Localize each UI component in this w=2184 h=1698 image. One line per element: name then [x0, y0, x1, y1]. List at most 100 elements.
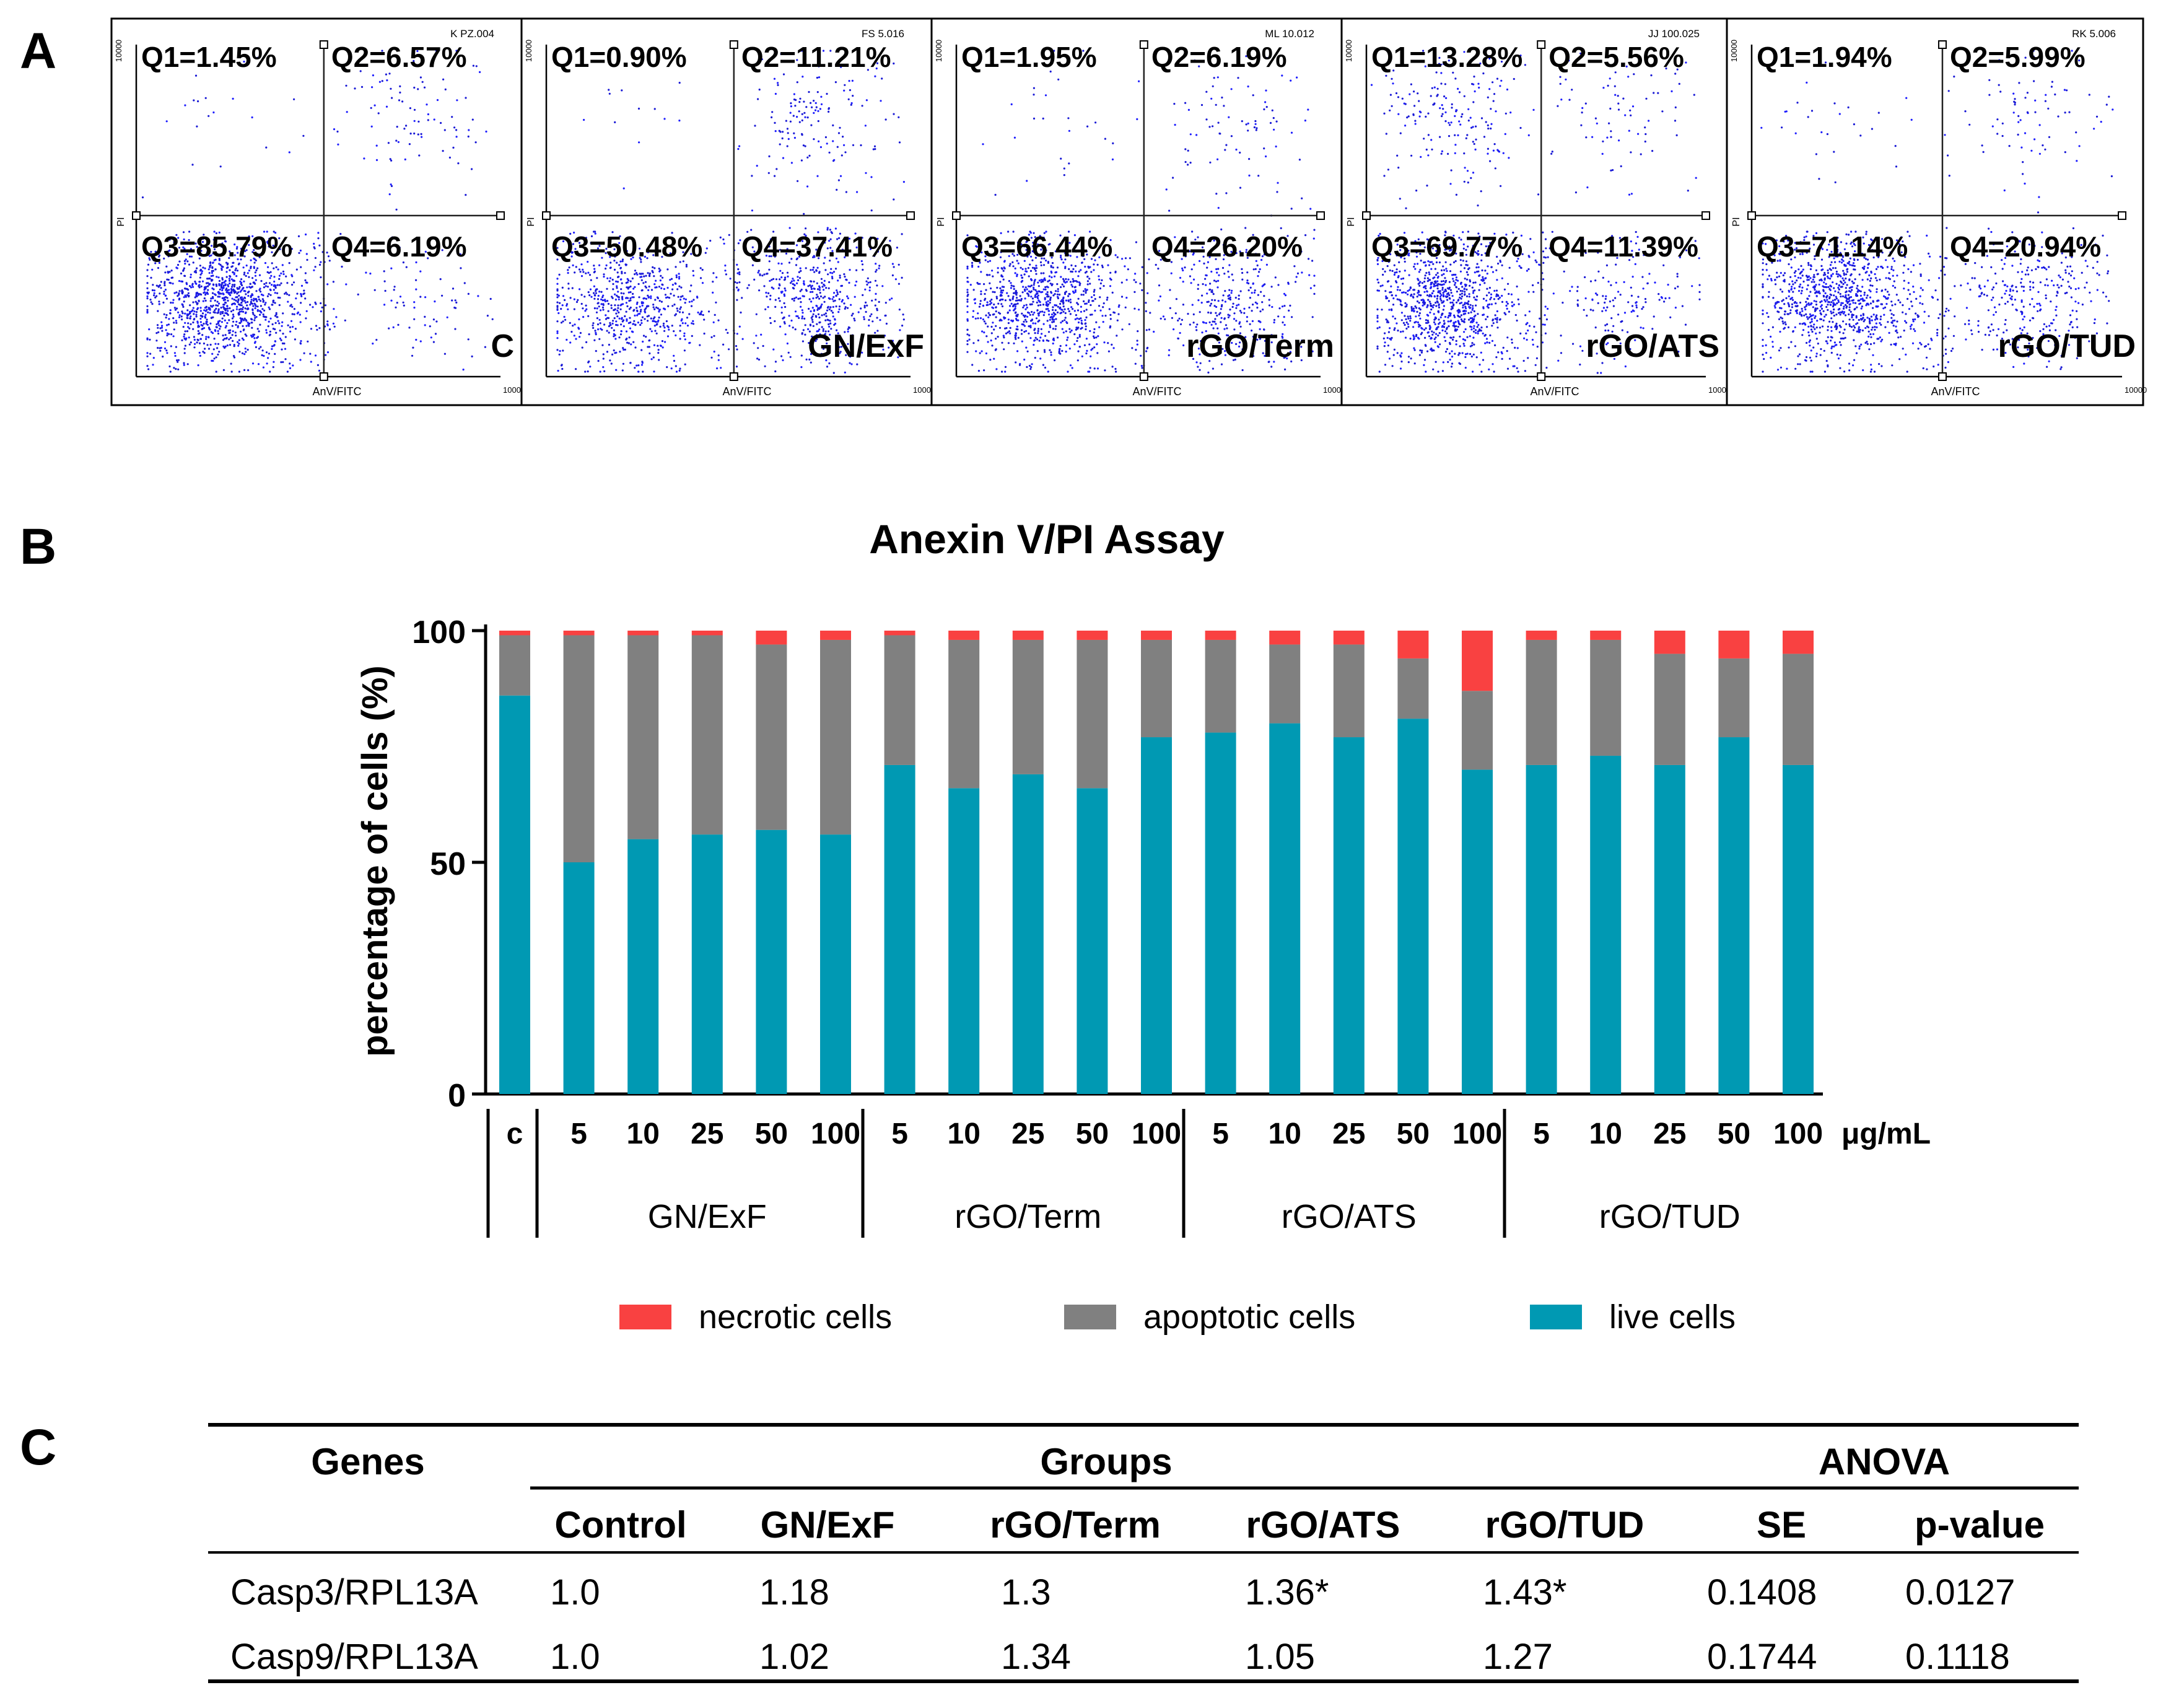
event-dot [413, 301, 416, 304]
event-dot [197, 326, 199, 328]
event-dot [846, 307, 849, 309]
event-dot [1479, 284, 1482, 286]
event-dot [399, 91, 401, 94]
event-dot [1118, 304, 1120, 307]
event-dot [1003, 266, 1005, 269]
event-dot [1165, 188, 1168, 191]
event-dot [218, 263, 221, 265]
event-dot [816, 323, 818, 325]
event-dot [613, 309, 615, 312]
event-dot [984, 255, 987, 258]
event-dot [889, 240, 891, 242]
event-dot [221, 321, 223, 323]
event-dot [1028, 312, 1031, 314]
event-dot [273, 299, 275, 302]
event-dot [224, 334, 227, 336]
event-dot [156, 324, 159, 326]
event-dot [1298, 159, 1301, 161]
event-dot [629, 327, 632, 330]
event-dot [1082, 246, 1085, 248]
event-dot [1082, 50, 1085, 52]
event-dot [1090, 271, 1093, 273]
event-dot [1057, 336, 1059, 339]
event-dot [240, 310, 243, 313]
event-dot [780, 312, 783, 314]
event-dot [185, 258, 187, 261]
event-dot [753, 250, 756, 253]
event-dot [829, 322, 832, 325]
event-dot [562, 320, 564, 323]
event-dot [224, 326, 227, 329]
event-dot [1396, 352, 1399, 354]
event-dot [1384, 341, 1386, 344]
event-dot [619, 304, 622, 307]
event-dot [683, 335, 686, 338]
event-dot [1223, 328, 1226, 330]
event-dot [219, 165, 222, 168]
event-dot [1449, 250, 1451, 252]
event-dot [1517, 370, 1519, 373]
event-dot [1111, 343, 1113, 346]
event-dot [255, 269, 258, 271]
event-dot [817, 110, 819, 112]
event-dot [878, 265, 881, 267]
event-dot [856, 191, 858, 193]
event-dot [240, 320, 243, 323]
event-dot [841, 248, 844, 251]
event-dot [1036, 238, 1039, 240]
event-dot [802, 295, 804, 297]
event-dot [688, 342, 691, 344]
event-dot [968, 334, 971, 336]
event-dot [1384, 332, 1386, 335]
event-dot [390, 267, 393, 269]
event-dot [1033, 339, 1036, 342]
event-dot [701, 282, 704, 284]
event-dot [692, 323, 695, 325]
event-dot [1020, 329, 1023, 331]
event-dot [1000, 251, 1002, 253]
event-dot [227, 299, 229, 302]
event-dot [655, 321, 657, 323]
event-dot [854, 295, 856, 298]
event-dot [238, 287, 240, 290]
event-dot [183, 267, 185, 269]
event-dot [1496, 279, 1498, 281]
event-dot [204, 317, 207, 319]
event-dot [1477, 253, 1480, 255]
event-dot [1067, 336, 1069, 339]
event-dot [1112, 142, 1114, 144]
event-dot [240, 278, 243, 281]
event-dot [844, 151, 847, 154]
event-dot [157, 285, 160, 287]
event-dot [1430, 304, 1432, 307]
event-dot [1003, 260, 1006, 262]
event-dot [595, 331, 597, 334]
event-dot [201, 334, 204, 336]
event-dot [250, 299, 253, 301]
event-dot [1544, 305, 1547, 308]
event-dot [1283, 316, 1285, 318]
event-dot [344, 319, 346, 322]
event-dot [1047, 280, 1049, 282]
event-dot [477, 295, 479, 297]
event-dot [1209, 161, 1212, 164]
event-dot [1023, 315, 1026, 318]
event-dot [1501, 294, 1503, 297]
event-dot [998, 326, 1002, 329]
event-dot [607, 310, 609, 312]
event-dot [419, 270, 422, 273]
event-dot [1438, 323, 1440, 325]
event-dot [451, 299, 453, 302]
event-dot [1090, 304, 1092, 307]
event-dot [797, 276, 799, 278]
event-dot [240, 250, 243, 252]
event-dot [1491, 339, 1494, 343]
event-dot [822, 50, 825, 52]
event-dot [221, 277, 224, 279]
event-dot [999, 294, 1002, 297]
event-dot [207, 308, 210, 310]
event-dot [193, 313, 195, 315]
event-dot [627, 287, 629, 290]
event-dot [813, 309, 816, 312]
event-dot [258, 274, 261, 276]
